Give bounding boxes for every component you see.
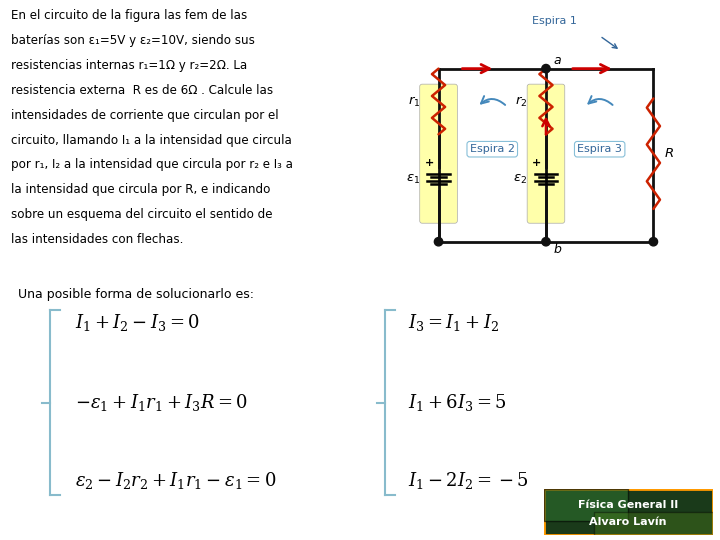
Text: $\varepsilon_1$: $\varepsilon_1$	[406, 172, 420, 186]
Circle shape	[649, 238, 657, 246]
Text: $I_1 - 2I_2 = -5$: $I_1 - 2I_2 = -5$	[408, 469, 528, 490]
Circle shape	[541, 238, 550, 246]
Text: $I_3 = I_1 + I_2$: $I_3 = I_1 + I_2$	[408, 312, 500, 333]
Text: resistencia externa  R es de 6Ω . Calcule las: resistencia externa R es de 6Ω . Calcule…	[11, 84, 273, 97]
FancyBboxPatch shape	[420, 84, 457, 223]
Text: $\varepsilon_2$: $\varepsilon_2$	[513, 172, 528, 186]
Text: $\varepsilon_2 - I_2r_2 + I_1r_1 - \varepsilon_1 = 0$: $\varepsilon_2 - I_2r_2 + I_1r_1 - \vare…	[75, 469, 276, 490]
FancyBboxPatch shape	[544, 489, 628, 521]
Text: Física General II: Física General II	[578, 500, 678, 510]
Text: las intensidades con flechas.: las intensidades con flechas.	[11, 233, 184, 246]
Text: $r_1$: $r_1$	[408, 94, 420, 109]
Text: $I_1 + I_2 - I_3 = 0$: $I_1 + I_2 - I_3 = 0$	[75, 312, 200, 333]
Text: intensidades de corriente que circulan por el: intensidades de corriente que circulan p…	[11, 109, 279, 122]
Text: b: b	[554, 243, 562, 256]
FancyBboxPatch shape	[544, 489, 713, 535]
Text: En el circuito de la figura las fem de las: En el circuito de la figura las fem de l…	[11, 10, 247, 23]
Text: $r_2$: $r_2$	[515, 94, 528, 109]
Text: resistencias internas r₁=1Ω y r₂=2Ω. La: resistencias internas r₁=1Ω y r₂=2Ω. La	[11, 59, 247, 72]
FancyBboxPatch shape	[595, 512, 713, 535]
Text: +: +	[425, 158, 434, 167]
Text: Espira 1: Espira 1	[533, 16, 577, 26]
Text: baterías son ε₁=5V y ε₂=10V, siendo sus: baterías son ε₁=5V y ε₂=10V, siendo sus	[11, 34, 255, 48]
Text: +: +	[532, 158, 541, 167]
Text: Alvaro Lavín: Alvaro Lavín	[590, 517, 667, 526]
Circle shape	[434, 238, 443, 246]
Text: $R$: $R$	[664, 147, 674, 160]
Text: la intensidad que circula por R, e indicando: la intensidad que circula por R, e indic…	[11, 183, 270, 197]
Text: circuito, llamando I₁ a la intensidad que circula: circuito, llamando I₁ a la intensidad qu…	[11, 133, 292, 147]
Text: Espira 3: Espira 3	[577, 144, 622, 154]
FancyBboxPatch shape	[527, 84, 564, 223]
Text: sobre un esquema del circuito el sentido de: sobre un esquema del circuito el sentido…	[11, 208, 272, 221]
Text: $-\varepsilon_1 + I_1r_1 + I_3R = 0$: $-\varepsilon_1 + I_1r_1 + I_3R = 0$	[75, 392, 248, 413]
Text: $I_1 + 6I_3 = 5$: $I_1 + 6I_3 = 5$	[408, 392, 507, 413]
Text: Espira 2: Espira 2	[469, 144, 515, 154]
Text: por r₁, I₂ a la intensidad que circula por r₂ e I₃ a: por r₁, I₂ a la intensidad que circula p…	[11, 159, 293, 172]
Circle shape	[541, 64, 550, 73]
Text: Una posible forma de solucionarlo es:: Una posible forma de solucionarlo es:	[18, 288, 254, 301]
FancyBboxPatch shape	[384, 0, 696, 289]
Text: a: a	[554, 54, 561, 67]
